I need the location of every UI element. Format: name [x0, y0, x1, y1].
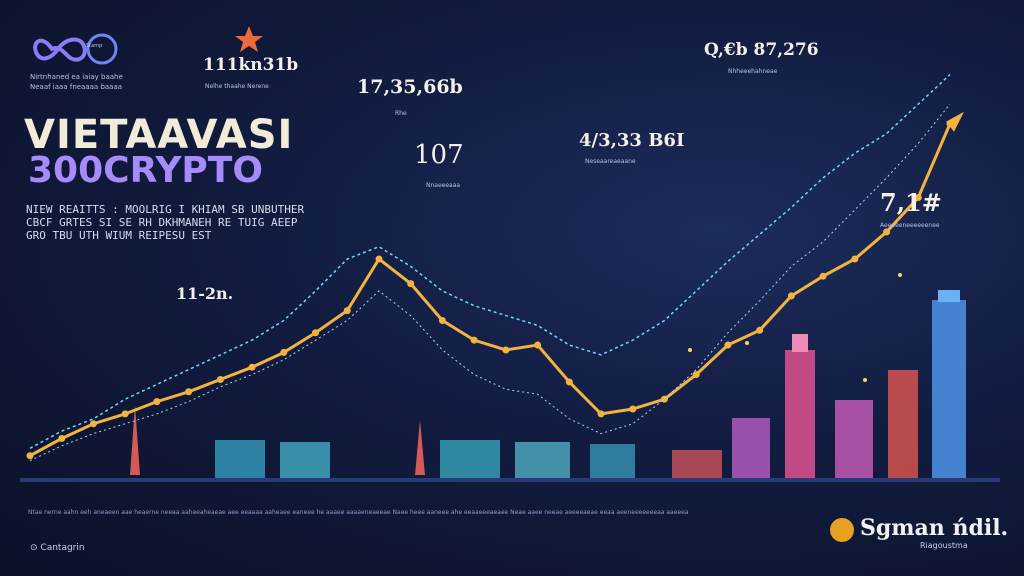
data-point — [343, 307, 351, 315]
data-point — [280, 348, 288, 356]
star-dot-icon — [863, 378, 867, 382]
source-icon: ⊙ — [30, 543, 38, 553]
stat-value-1: 111kn31b — [203, 55, 299, 75]
stat-caption-1: Nelhe thaahe Nerene — [205, 83, 269, 90]
logo-tag: Stamp — [86, 43, 103, 49]
data-point — [883, 228, 891, 236]
data-point — [89, 420, 97, 428]
star-dot-icon — [688, 348, 692, 352]
data-point — [216, 375, 224, 383]
star-dot-icon — [898, 273, 902, 277]
data-point — [58, 434, 66, 442]
stat-value-3: 107 — [414, 140, 464, 170]
star-icon — [235, 26, 263, 52]
data-point — [438, 316, 446, 324]
title-line-2: 300CRYPTO — [28, 150, 263, 191]
data-point — [692, 371, 700, 379]
description: NIEW REAITTS : MOOLRIG I KHIAM SB UNBUTH… — [26, 203, 305, 242]
data-point — [375, 255, 383, 263]
stat-caption-4: Neseaareaeaane — [585, 158, 636, 165]
data-point — [534, 341, 542, 349]
infinity-logo-icon — [33, 33, 118, 65]
star-dot-icon — [745, 341, 749, 345]
subtitle: Nirtnhaned ea iaiay baahe Neaaf iaaa fne… — [30, 73, 123, 91]
stat-caption-6: Aeeeeeneeeeeenee — [880, 222, 940, 229]
data-point — [819, 272, 827, 280]
data-point — [121, 410, 129, 418]
data-point — [470, 336, 478, 344]
data-point — [185, 388, 193, 396]
trend-arrow-icon — [946, 111, 964, 132]
source: ⊙ Cantagrin — [30, 543, 85, 553]
stat-value-5: Q,€b 87,276 — [704, 40, 819, 60]
city-skyline — [130, 290, 966, 478]
ground-line — [20, 478, 1000, 482]
brand-name: Sgman ńdil. — [860, 515, 1009, 541]
data-point — [787, 292, 795, 300]
series-line-1 — [29, 123, 952, 458]
stat-caption-5: Nhheeehahneae — [728, 68, 778, 75]
stat-caption-2: Rhe — [395, 110, 407, 117]
data-point — [914, 194, 922, 202]
data-point — [724, 341, 732, 349]
title-line-1: VIETAAVASI — [24, 112, 294, 158]
data-point — [502, 346, 510, 354]
stat-value-4: 4/3,33 B6I — [579, 130, 685, 151]
data-point — [312, 329, 320, 337]
brand-coin-icon — [830, 518, 854, 542]
data-point — [851, 255, 859, 263]
stat-value-6: 7,1# — [880, 188, 942, 217]
data-point — [407, 280, 415, 288]
stat-value-2: 17,35,66b — [357, 76, 463, 98]
data-point — [26, 452, 34, 460]
brand-sub: Riagoustma — [920, 541, 968, 550]
data-point — [248, 363, 256, 371]
data-point — [153, 398, 161, 406]
data-point — [565, 378, 573, 386]
stat-value-7: 11-2n. — [176, 284, 234, 303]
footer-text: Ntae nerne aahn eeh aneaeen aae heaerne … — [28, 509, 689, 516]
stat-caption-3: Nnaeeeaaa — [426, 182, 461, 189]
data-point — [756, 326, 764, 334]
series-line-2 — [29, 74, 951, 449]
data-point — [597, 410, 605, 418]
data-point — [629, 405, 637, 413]
series-line-3 — [29, 103, 951, 462]
